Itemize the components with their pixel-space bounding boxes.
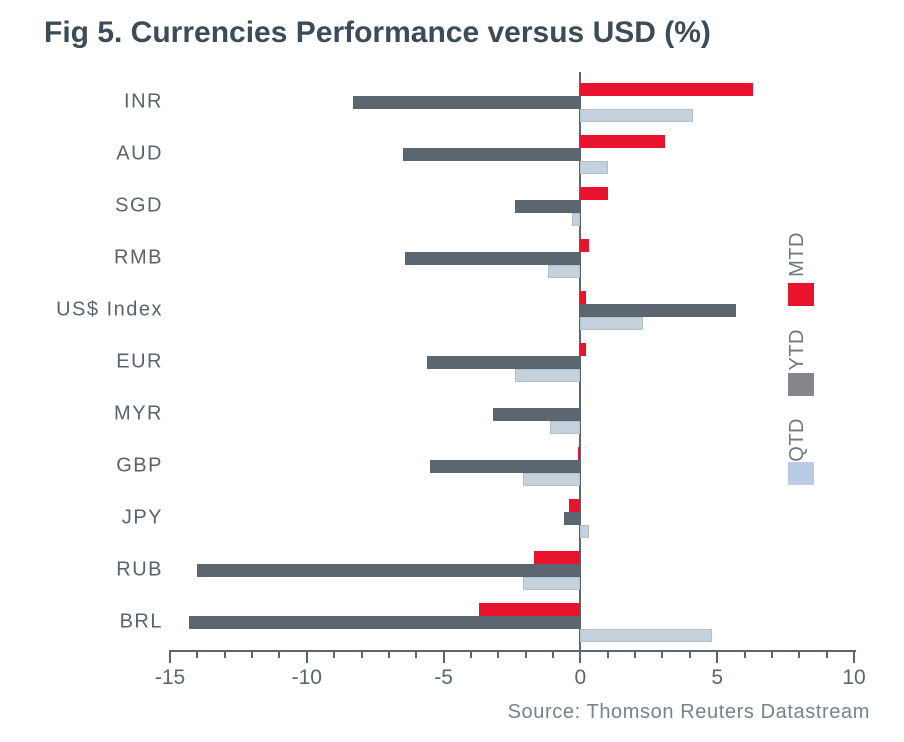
bar-qtd-rmb bbox=[547, 264, 581, 278]
x-axis-minor-tick bbox=[360, 650, 363, 658]
x-axis-major-tick bbox=[853, 650, 855, 663]
legend-label-mtd: MTD bbox=[786, 232, 808, 277]
category-label: US$ Index bbox=[56, 298, 163, 321]
bar-mtd-inr bbox=[580, 82, 753, 96]
x-axis-minor-tick bbox=[743, 650, 746, 658]
category-label: BRL bbox=[119, 610, 163, 633]
x-axis-minor-tick bbox=[333, 650, 336, 658]
bar-ytd-brl bbox=[189, 615, 581, 629]
x-axis-minor-tick bbox=[825, 650, 828, 658]
bar-qtd-jpy bbox=[580, 524, 589, 538]
bar-mtd-usindex bbox=[580, 290, 586, 304]
x-axis-minor-tick bbox=[387, 650, 390, 658]
x-axis-minor-tick bbox=[223, 650, 226, 658]
bar-qtd-sgd bbox=[572, 212, 581, 226]
category-label: MYR bbox=[114, 402, 163, 425]
category-label: RMB bbox=[114, 246, 163, 269]
bar-qtd-gbp bbox=[522, 472, 581, 486]
bar-mtd-rub bbox=[533, 550, 581, 564]
x-axis-minor-tick bbox=[251, 650, 254, 658]
x-axis-tick-label: -15 bbox=[154, 666, 186, 689]
bar-mtd-brl bbox=[479, 602, 581, 616]
x-axis-minor-tick bbox=[415, 650, 418, 658]
x-axis-minor-tick bbox=[196, 650, 199, 658]
bar-ytd-usindex bbox=[580, 303, 737, 317]
bar-mtd-gbp bbox=[577, 446, 581, 460]
x-axis-major-tick bbox=[169, 650, 171, 663]
x-axis-tick-label: -5 bbox=[434, 666, 453, 689]
source-text: Source: Thomson Reuters Datastream bbox=[507, 701, 870, 723]
bar-ytd-sgd bbox=[514, 199, 581, 213]
x-axis-minor-tick bbox=[770, 650, 773, 658]
bar-ytd-gbp bbox=[429, 459, 581, 473]
bar-ytd-inr bbox=[353, 95, 581, 109]
x-axis-minor-tick bbox=[606, 650, 609, 658]
x-axis-minor-tick bbox=[497, 650, 500, 658]
bar-mtd-jpy bbox=[569, 498, 581, 512]
x-axis-minor-tick bbox=[688, 650, 691, 658]
x-axis-minor-tick bbox=[552, 650, 555, 658]
bar-ytd-aud bbox=[402, 147, 581, 161]
legend-swatch-qtd bbox=[788, 462, 814, 485]
x-axis-minor-tick bbox=[798, 650, 801, 658]
bar-mtd-rmb bbox=[580, 238, 589, 252]
category-label: JPY bbox=[121, 506, 163, 529]
x-axis-major-tick bbox=[442, 650, 445, 663]
legend-swatch-mtd bbox=[788, 283, 814, 306]
x-axis-line bbox=[170, 650, 856, 652]
bar-mtd-sgd bbox=[580, 186, 608, 200]
x-axis-major-tick bbox=[305, 650, 308, 663]
category-label: INR bbox=[124, 90, 163, 113]
x-axis-minor-tick bbox=[469, 650, 472, 658]
bar-ytd-rub bbox=[197, 563, 581, 577]
bar-ytd-eur bbox=[427, 355, 581, 369]
category-label: RUB bbox=[116, 558, 163, 581]
bar-qtd-brl bbox=[580, 628, 712, 642]
x-axis-minor-tick bbox=[278, 650, 281, 658]
bar-ytd-myr bbox=[492, 407, 581, 421]
bar-mtd-aud bbox=[580, 134, 666, 148]
x-axis-major-tick bbox=[579, 650, 582, 663]
x-axis-tick-label: 5 bbox=[711, 666, 724, 689]
bar-qtd-usindex bbox=[580, 316, 644, 330]
legend-swatch-ytd bbox=[788, 373, 814, 396]
x-axis-tick-label: 0 bbox=[574, 666, 587, 689]
bar-qtd-eur bbox=[514, 368, 581, 382]
category-label: EUR bbox=[116, 350, 163, 373]
x-axis-minor-tick bbox=[634, 650, 637, 658]
legend-label-qtd: QTD bbox=[786, 418, 808, 462]
x-axis-minor-tick bbox=[524, 650, 527, 658]
category-label: GBP bbox=[116, 454, 163, 477]
x-axis-tick-label: 10 bbox=[842, 666, 866, 689]
chart-title: Fig 5. Currencies Performance versus USD… bbox=[44, 16, 711, 49]
category-label: SGD bbox=[115, 194, 163, 217]
bar-ytd-jpy bbox=[563, 511, 581, 525]
legend-label-ytd: YTD bbox=[786, 329, 808, 371]
bar-qtd-rub bbox=[522, 576, 581, 590]
x-axis-minor-tick bbox=[661, 650, 664, 658]
zero-axis-line bbox=[579, 72, 582, 650]
bar-qtd-inr bbox=[580, 108, 693, 122]
bar-ytd-rmb bbox=[405, 251, 581, 265]
x-axis-tick-label: -10 bbox=[291, 666, 322, 689]
bar-qtd-myr bbox=[550, 420, 581, 434]
x-axis-major-tick bbox=[716, 650, 719, 663]
bar-qtd-aud bbox=[580, 160, 608, 174]
bar-mtd-eur bbox=[580, 342, 586, 356]
category-label: AUD bbox=[116, 142, 163, 165]
